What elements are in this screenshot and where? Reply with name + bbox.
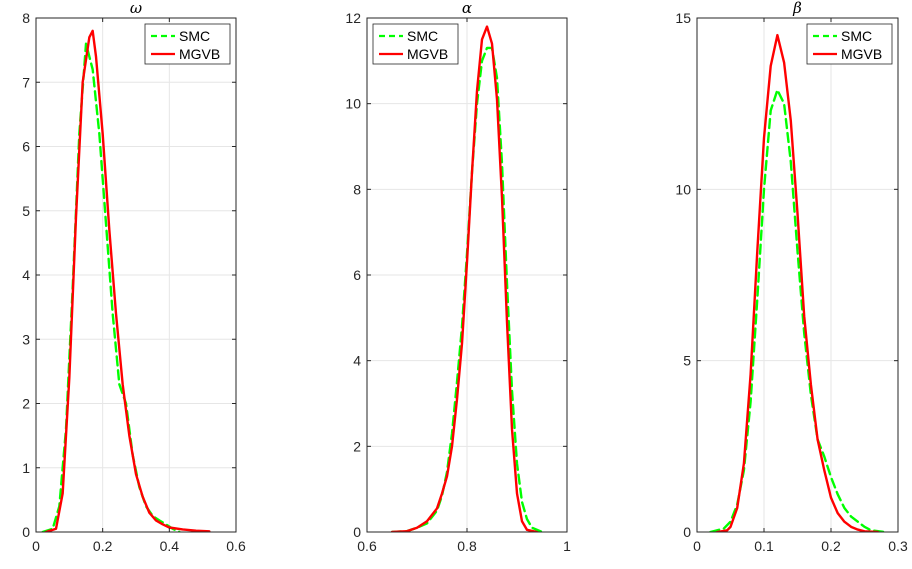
x-tick-label: 0 <box>693 538 701 554</box>
legend: SMC MGVB <box>806 23 893 65</box>
x-tick-label: 1 <box>563 538 571 554</box>
chart-panel-1: 0 0.2 0.4 0.6 0 1 2 3 4 5 6 7 8 ω SMC MGVB <box>22 0 246 554</box>
x-tick-label: 0.8 <box>457 538 477 554</box>
y-tick-label: 2 <box>353 438 361 454</box>
y-tick-label: 15 <box>675 10 691 26</box>
y-tick-label: 8 <box>22 10 30 26</box>
chart-title: ω <box>130 0 142 17</box>
x-tick-label: 0.6 <box>357 538 377 554</box>
axes-box <box>696 17 899 533</box>
legend-box <box>372 23 459 65</box>
legend-label-smc: SMC <box>841 28 872 44</box>
legend-label-mgvb: MGVB <box>407 46 448 62</box>
x-tick-label: 0.4 <box>160 538 180 554</box>
chart-panel-3: 0 0.1 0.2 0.3 0 5 10 15 β SMC MGVB <box>675 0 908 554</box>
y-tick-label: 4 <box>353 353 361 369</box>
y-tick-label: 5 <box>22 203 30 219</box>
legend-label-mgvb: MGVB <box>179 46 220 62</box>
y-tick-label: 10 <box>345 96 361 112</box>
x-tick-label: 0.2 <box>93 538 113 554</box>
y-tick-label: 3 <box>22 331 30 347</box>
x-tick-label: 0.3 <box>888 538 908 554</box>
y-tick-label: 5 <box>683 353 691 369</box>
y-tick-label: 8 <box>353 181 361 197</box>
chart-title: β <box>792 0 802 17</box>
legend-box <box>144 23 231 65</box>
legend-label-smc: SMC <box>179 28 210 44</box>
y-tick-label: 0 <box>683 524 691 540</box>
legend-label-mgvb: MGVB <box>841 46 882 62</box>
y-tick-label: 7 <box>22 74 30 90</box>
series-line-mgvb <box>44 29 211 532</box>
legend-label-smc: SMC <box>407 28 438 44</box>
series-line-mgvb <box>715 33 880 532</box>
y-tick-label: 4 <box>22 267 30 283</box>
x-tick-label: 0.1 <box>754 538 774 554</box>
series-line-mgvb <box>390 25 539 532</box>
y-tick-label: 10 <box>675 181 691 197</box>
x-tick-label: 0.6 <box>226 538 246 554</box>
x-tick-label: 0.2 <box>821 538 841 554</box>
y-tick-label: 6 <box>353 267 361 283</box>
legend: SMC MGVB <box>144 23 231 65</box>
y-tick-label: 0 <box>353 524 361 540</box>
legend: SMC MGVB <box>372 23 459 65</box>
y-tick-label: 2 <box>22 396 30 412</box>
y-tick-label: 0 <box>22 524 30 540</box>
legend-box <box>806 23 893 65</box>
y-tick-label: 12 <box>345 10 361 26</box>
chart-title: α <box>462 0 472 17</box>
y-tick-label: 6 <box>22 139 30 155</box>
y-tick-label: 1 <box>22 460 30 476</box>
x-tick-label: 0 <box>32 538 40 554</box>
